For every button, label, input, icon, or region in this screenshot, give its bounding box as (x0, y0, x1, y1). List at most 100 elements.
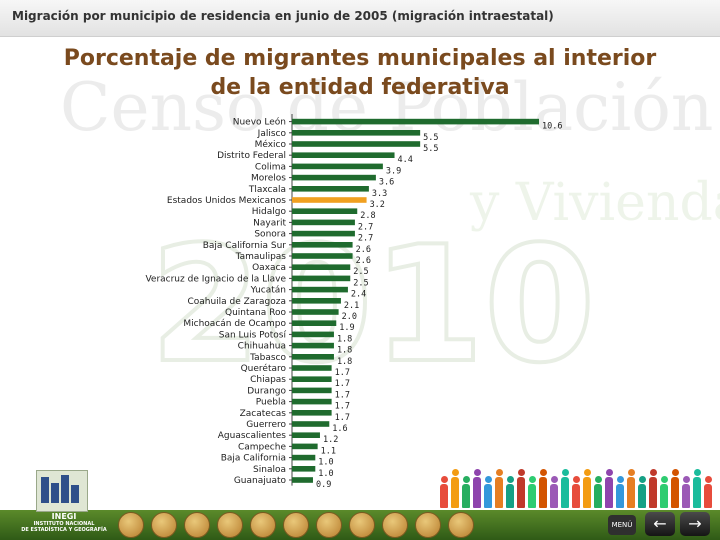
inegi-logo-text: INEGI INSTITUTO NACIONAL DE ESTADÍSTICA … (8, 512, 120, 533)
topic-icon-8[interactable] (349, 512, 375, 538)
category-label: México (255, 139, 287, 150)
person-figure (693, 469, 701, 508)
bar (292, 242, 353, 248)
person-figure (682, 476, 690, 508)
bar (292, 365, 332, 371)
category-label: Tabasco (249, 353, 286, 363)
topic-icon-9[interactable] (382, 512, 408, 538)
person-figure (594, 476, 602, 508)
category-label: Oaxaca (252, 263, 286, 273)
value-label: 1.7 (335, 379, 350, 389)
value-label: 2.7 (358, 222, 373, 232)
topic-icon-1[interactable] (118, 512, 144, 538)
inegi-line2: DE ESTADÍSTICA Y GEOGRAFÍA (21, 527, 107, 533)
menu-button[interactable]: MENÚ (608, 515, 636, 535)
bar-chart-svg: Nuevo León 10.6 Jalisco 5.5 México 5.5 Distrit… (145, 114, 562, 490)
value-label: 1.9 (339, 323, 354, 333)
value-label: 2.5 (353, 267, 368, 277)
category-label: Baja California Sur (203, 241, 287, 251)
value-label: 5.5 (423, 133, 438, 143)
person-figure (572, 476, 580, 508)
topic-icon-3[interactable] (184, 512, 210, 538)
value-label: 2.4 (351, 290, 366, 300)
inegi-logo-mark (36, 470, 88, 512)
category-label: Hidalgo (252, 207, 287, 217)
person-figure (451, 469, 459, 508)
bar (292, 320, 337, 326)
bar (292, 163, 383, 170)
value-label: 2.0 (342, 312, 357, 322)
category-label: Jalisco (257, 129, 287, 139)
category-label: Veracruz de Ignacio de la Llave (145, 274, 286, 284)
person-figure (462, 476, 470, 508)
bar (292, 432, 320, 438)
person-figure (506, 476, 514, 508)
value-label: 2.8 (360, 211, 375, 221)
bar-chart: Nuevo León 10.6 Jalisco 5.5 México 5.5 Distrit… (0, 110, 720, 495)
bar (292, 342, 334, 349)
topic-icon-5[interactable] (250, 512, 276, 538)
category-label: Colima (255, 162, 286, 172)
bar (292, 443, 318, 450)
person-figure (550, 476, 558, 508)
bar (292, 219, 355, 226)
category-label: Campeche (238, 442, 286, 452)
bar (292, 141, 421, 147)
bar (292, 309, 339, 315)
category-label: Aguascalientes (218, 431, 287, 441)
category-label: Guerrero (246, 420, 286, 430)
person-figure (528, 476, 536, 508)
person-figure (605, 469, 613, 508)
topic-icon-2[interactable] (151, 512, 177, 538)
bar (292, 331, 334, 338)
topic-icon-10[interactable] (415, 512, 441, 538)
value-label: 1.7 (335, 413, 350, 423)
category-label: Chiapas (250, 375, 286, 385)
bar (292, 466, 316, 472)
topic-icon-11[interactable] (448, 512, 474, 538)
value-label: 1.0 (318, 458, 333, 468)
header-bar: Migración por municipio de residencia en… (0, 0, 720, 37)
value-label: 1.6 (332, 424, 347, 434)
inegi-logo: INEGI INSTITUTO NACIONAL DE ESTADÍSTICA … (8, 470, 120, 533)
value-label: 10.6 (542, 122, 562, 132)
topic-icon-4[interactable] (217, 512, 243, 538)
category-label: Baja California (221, 454, 286, 464)
category-label: Estados Unidos Mexicanos (167, 196, 286, 206)
header-title: Migración por municipio de residencia en… (12, 9, 554, 23)
value-label: 2.7 (358, 234, 373, 244)
value-label: 4.4 (398, 155, 413, 165)
value-label: 0.9 (316, 480, 331, 490)
person-figure (583, 469, 591, 508)
value-label: 1.8 (337, 346, 352, 356)
previous-button[interactable]: ← (645, 512, 675, 536)
category-label: Yucatán (250, 286, 286, 296)
value-label: 1.7 (335, 402, 350, 412)
category-label: Nayarit (253, 218, 286, 228)
value-label: 1.7 (335, 390, 350, 400)
value-label: 2.5 (353, 278, 368, 288)
footer-topic-icons (118, 512, 474, 538)
value-label: 2.6 (356, 245, 371, 255)
bar (292, 152, 395, 158)
person-figure (627, 469, 635, 508)
person-figure (649, 469, 657, 508)
topic-icon-7[interactable] (316, 512, 342, 538)
value-label: 1.8 (337, 334, 352, 344)
topic-icon-6[interactable] (283, 512, 309, 538)
arrow-right-icon: → (688, 514, 702, 533)
next-button[interactable]: → (680, 512, 710, 536)
bar-highlight (292, 197, 367, 203)
chart-title: Porcentaje de migrantes municipales al i… (0, 44, 720, 102)
bar (292, 186, 369, 192)
bar (292, 410, 332, 416)
value-label: 3.2 (370, 200, 385, 210)
person-figure (473, 469, 481, 508)
category-label: Querétaro (241, 363, 287, 374)
bar (292, 264, 351, 270)
value-label: 3.9 (386, 166, 401, 176)
arrow-left-icon: ← (653, 514, 667, 533)
bar (292, 208, 358, 214)
bar (292, 421, 330, 427)
person-figure (638, 476, 646, 508)
